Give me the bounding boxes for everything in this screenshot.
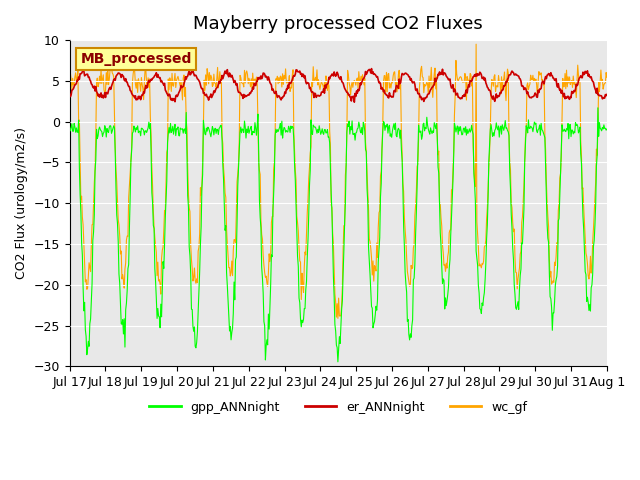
Legend: gpp_ANNnight, er_ANNnight, wc_gf: gpp_ANNnight, er_ANNnight, wc_gf bbox=[145, 396, 532, 419]
Text: MB_processed: MB_processed bbox=[81, 52, 192, 66]
Y-axis label: CO2 Flux (urology/m2/s): CO2 Flux (urology/m2/s) bbox=[15, 127, 28, 279]
Title: Mayberry processed CO2 Fluxes: Mayberry processed CO2 Fluxes bbox=[193, 15, 483, 33]
